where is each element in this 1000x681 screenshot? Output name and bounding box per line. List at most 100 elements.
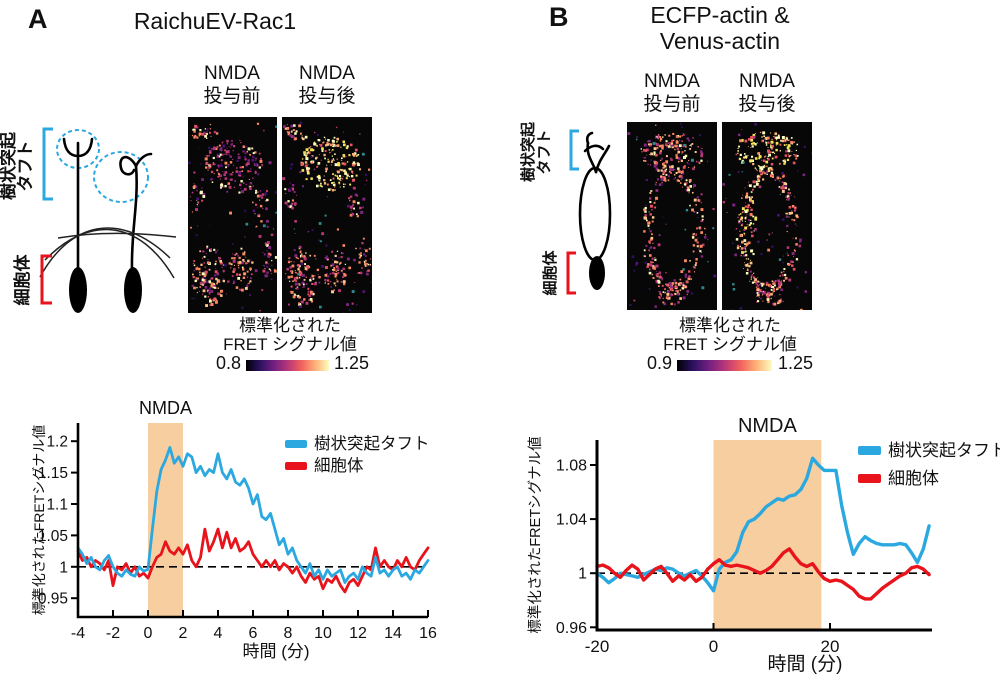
chart-b: NMDA -20 0 20 0.96 1 1.04 1.08 時間 (分) 標準化されたFRETシ… [527,415,1000,675]
x-tick-label: -2 [106,625,120,642]
y-tick-label: 0.95 [38,591,68,608]
panel-b-title-line2: Venus-actin [659,28,781,54]
neuron-soma [589,256,605,290]
series-line-tuft [76,446,430,584]
panel-a-image-header-pre: NMDA 投与前 [186,62,278,108]
header-line: NMDA [204,63,260,84]
y-tick-label: 1.05 [38,528,68,545]
colorbar-title-line: 標準化された [679,316,781,335]
panel-b-colorbar-min: 0.9 [646,353,672,373]
neuron-soma [69,267,87,313]
neuron-tuft-branch [119,155,138,176]
neuron-dendrite [130,164,138,272]
x-tick-label: 12 [349,625,367,642]
x-axis-label: 時間 (分) [242,642,309,661]
y-tick-label: 1.08 [556,458,587,475]
stim-label: NMDA [139,398,192,418]
panel-a-colorbar-min: 0.8 [215,353,241,373]
panel-b-fret-image-pre [627,122,717,310]
panel-b-image-header-pre: NMDA 投与前 [626,70,718,116]
panel-b-fret-image-post-speckles [722,123,812,310]
panel-b-neuron-diagram: 樹状突起タフト 細胞体 [519,121,612,296]
neuron-soma [124,267,142,313]
y-tick-label: 1 [59,559,68,576]
tuft-label: 樹状突起タフト [0,131,35,200]
colorbar-title-line: FRET シグナル値 [223,335,357,354]
x-tick-label: 6 [249,625,258,642]
legend-swatch [285,462,307,470]
panel-a-label: A [28,4,48,34]
panel-a-fret-image-post [282,117,372,313]
x-tick-label: 2 [179,625,188,642]
x-axis-label: 時間 (分) [768,653,843,675]
header-line: NMDA [299,63,355,84]
y-tick-label: 1.2 [46,434,68,451]
basal-dendrite [57,232,177,239]
panel-b-colorbar-max: 1.25 [778,353,814,373]
panel-b-fret-image-post [722,122,812,310]
panel-b-title: ECFP-actin & Venus-actin [608,2,832,54]
panel-b-colorbar-gradient [677,360,772,371]
x-tick-label: 16 [419,625,437,642]
legend-swatch [858,474,881,483]
legend-swatch [858,446,881,455]
x-tick-label: 20 [821,637,840,656]
colorbar-title-line: FRET シグナル値 [663,335,797,354]
neuron-tuft-branch [583,144,605,153]
series-line-soma [595,547,931,601]
header-line: 投与後 [738,94,796,115]
header-line: 投与前 [643,94,701,115]
x-tick-label: -4 [71,625,85,642]
panel-a-colorbar-title: 標準化された FRET シグナル値 [209,316,371,354]
panel-a-colorbar-max: 1.25 [334,353,370,373]
header-line: 投与後 [298,86,356,107]
legend-swatch [285,440,307,448]
colorbar-title-line: 標準化された [239,316,341,335]
neuron-tuft-branch [76,137,94,158]
panel-a-title: RaichuEV-Rac1 [108,8,322,34]
tuft-label-line2: タフト [536,129,553,174]
soma-label: 細胞体 [12,254,32,306]
soma-bracket [40,254,52,305]
panel-a-fret-image-post-speckles [282,121,372,313]
tuft-dashed-circle [93,151,149,203]
panel-b-title-line1: ECFP-actin & [650,2,790,28]
tuft-label-line1: 樹状突起 [0,131,18,200]
stim-label: NMDA [738,415,798,437]
panel-b-image-header-post: NMDA 投与後 [721,70,813,116]
basal-dendrite [39,227,171,278]
header-line: NMDA [644,71,700,92]
panel-a-image-header-post: NMDA 投与後 [280,62,374,108]
header-line: NMDA [739,71,795,92]
tuft-label: 樹状突起タフト [519,121,553,182]
y-axis-label: 標準化されたFRETシグナル値 [527,436,544,633]
panel-b-fret-image-pre-speckles [627,123,717,310]
x-tick-label: 4 [214,625,223,642]
panel-a-title-line1: RaichuEV-Rac1 [133,8,297,34]
y-tick-label: 1 [578,566,587,583]
y-tick-label: 1.15 [38,465,68,482]
neuron-tuft-branch [585,131,594,145]
tuft-label-line1: 樹状突起 [519,121,537,182]
basal-dendrite [44,228,175,279]
panel-b-colorbar-title: 標準化された FRET シグナル値 [649,316,811,354]
y-tick-label: 0.96 [556,620,587,637]
tuft-bracket [42,127,53,201]
legend-label: 細胞体 [314,456,364,475]
soma-label: 細胞体 [541,250,559,296]
stim-window-band [713,440,822,630]
legend-label: 樹状突起タフト [314,434,430,453]
panel-a-colorbar-gradient [246,360,329,371]
neuron-tuft-branch [134,152,153,168]
x-tick-label: -20 [585,637,610,656]
x-tick-label: 0 [144,625,153,642]
panel-a-fret-image-pre-speckles [188,122,277,312]
header-line: 投与前 [203,86,261,107]
legend-label: 樹状突起タフト [888,441,1000,460]
x-tick-label: 0 [709,637,718,656]
chart-a: NMDA -4 -2 0 2 4 6 8 10 12 14 16 0.95 1 1.05 1.1 1.15 1.2… [31,398,437,661]
y-tick-label: 1.1 [46,497,68,514]
x-tick-label: 8 [284,625,293,642]
panel-a-fret-image-pre [188,117,277,313]
